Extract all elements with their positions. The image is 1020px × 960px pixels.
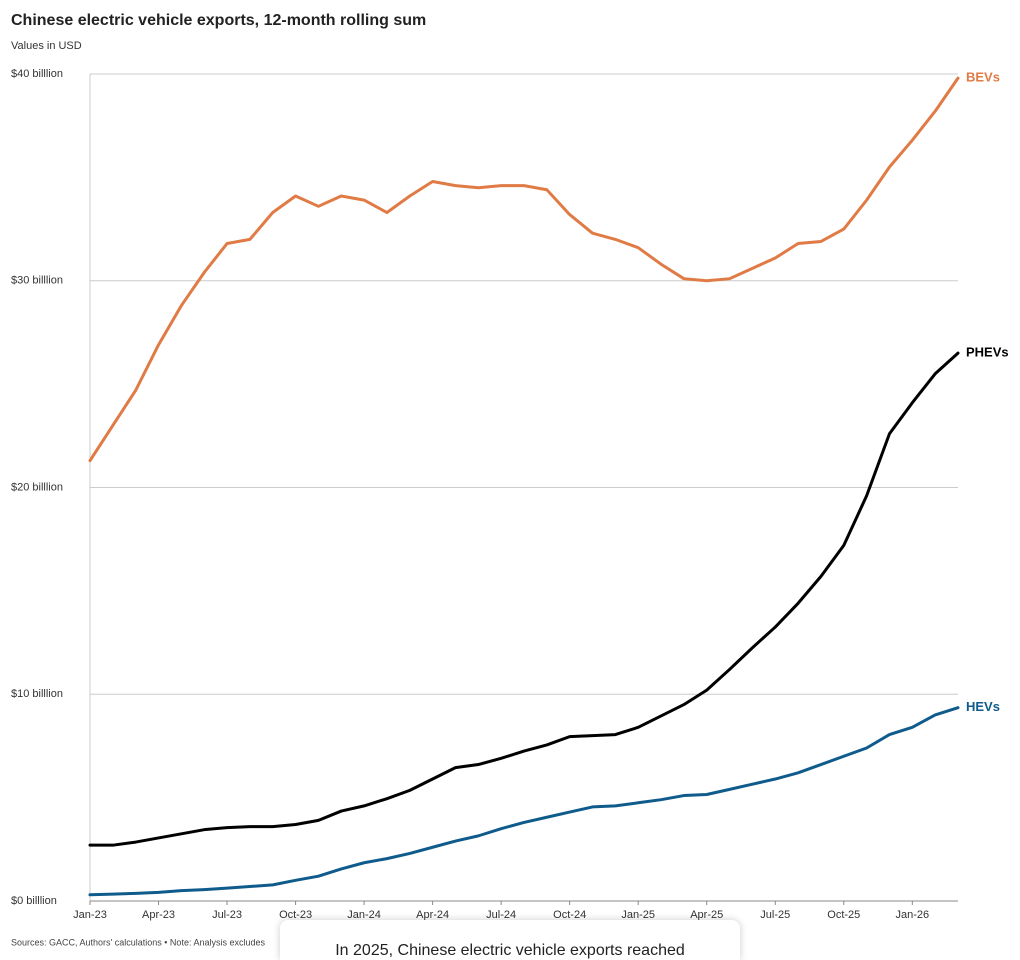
chart-subtitle: Values in USD — [11, 40, 82, 52]
y-tick-label: $20 billlion — [11, 481, 63, 493]
series-label: PHEVs — [966, 345, 1009, 360]
series-line — [88, 706, 960, 897]
x-tick-label: Apr-23 — [142, 909, 175, 921]
x-tick-label: Oct-25 — [827, 909, 860, 921]
x-tick-label: Apr-25 — [690, 909, 723, 921]
x-tick-label: Jul-25 — [760, 909, 790, 921]
chart-title: Chinese electric vehicle exports, 12-mon… — [11, 12, 426, 29]
y-tick-label: $10 billlion — [11, 688, 63, 700]
series-label: BEVs — [966, 70, 1000, 85]
x-tick-label: Jan-24 — [347, 909, 381, 921]
annotation-box: In 2025, Chinese electric vehicle export… — [280, 920, 740, 960]
series-line — [88, 76, 960, 463]
x-tick-label: Apr-24 — [416, 909, 449, 921]
x-tick-label: Jul-23 — [212, 909, 242, 921]
x-tick-label: Jul-24 — [486, 909, 516, 921]
x-tick-label: Oct-23 — [279, 909, 312, 921]
series-line — [88, 351, 960, 847]
x-tick-label: Jan-26 — [895, 909, 929, 921]
y-tick-label: $30 billlion — [11, 275, 63, 287]
x-tick-label: Oct-24 — [553, 909, 586, 921]
x-tick-label: Jan-25 — [621, 909, 655, 921]
annotation: In 2025, Chinese electric vehicle export… — [335, 942, 685, 959]
footnote: Sources: GACC, Authors' calculations • N… — [11, 937, 265, 947]
y-tick-label: $0 billlion — [11, 895, 57, 907]
series-label: HEVs — [966, 699, 1000, 714]
y-tick-label: $40 billlion — [11, 68, 63, 80]
x-tick-label: Jan-23 — [73, 909, 107, 921]
